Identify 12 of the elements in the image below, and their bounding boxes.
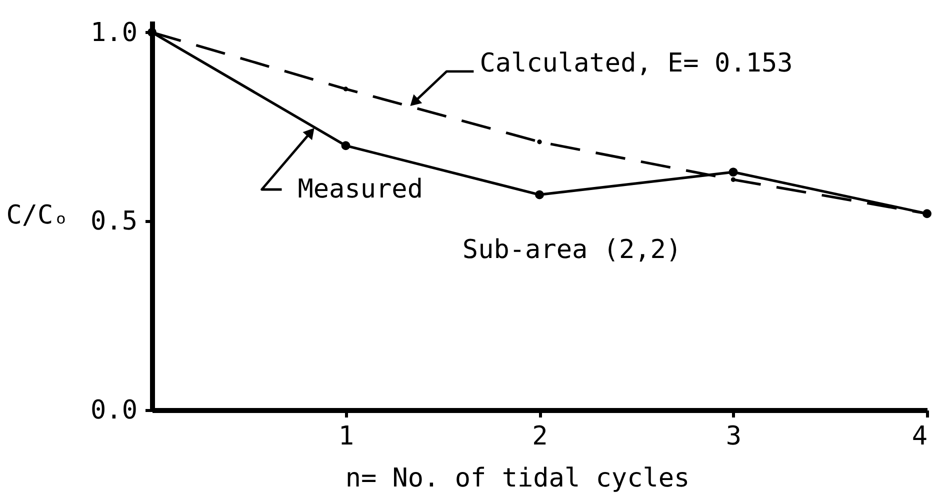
y-axis-title: C/Cₒ — [6, 200, 69, 230]
series-label: Measured — [298, 174, 423, 205]
x-tick-label: 4 — [912, 422, 928, 452]
y-tick-label: 0.0 — [90, 396, 138, 426]
x-axis-title: n= No. of tidal cycles — [345, 464, 690, 494]
series-label: Calculated, E= 0.153 — [480, 48, 793, 78]
x-tick-label: 2 — [532, 422, 548, 452]
annotation: Sub-area (2,2) — [462, 235, 682, 265]
y-tick-label: 0.5 — [90, 206, 138, 237]
x-tick-label: 3 — [726, 422, 742, 452]
x-tick-label: 1 — [338, 422, 354, 452]
y-tick-label: 1.0 — [90, 18, 138, 48]
